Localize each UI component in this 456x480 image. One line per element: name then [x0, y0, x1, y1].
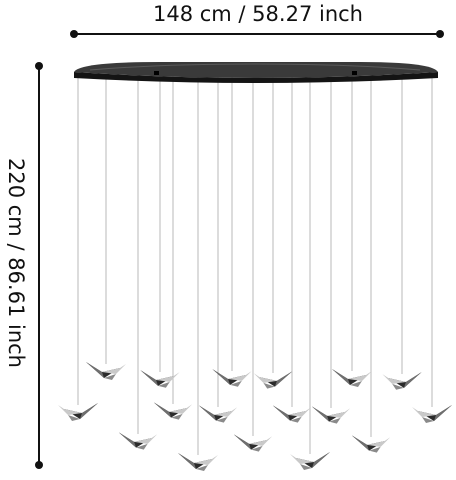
canopy-screw — [352, 71, 357, 75]
bird-belly — [300, 464, 312, 470]
ceiling-canopy — [74, 62, 438, 83]
bird-wing — [80, 403, 98, 419]
dimension-lines — [35, 30, 444, 469]
bird-wing — [312, 452, 330, 468]
bird-wing — [212, 369, 231, 385]
bird-wing — [153, 402, 172, 418]
bird-pendant — [272, 405, 312, 423]
bird-tail — [169, 404, 193, 414]
bird-pendant — [382, 372, 422, 390]
bird-wing — [86, 362, 104, 378]
bird-belly — [158, 381, 170, 388]
height-dimension-end-bottom — [35, 461, 43, 469]
bird-pendant — [212, 369, 252, 387]
bird-belly — [263, 382, 275, 389]
height-dimension-end-top — [35, 62, 43, 70]
bird-pendant — [332, 369, 372, 387]
bird-belly — [216, 416, 228, 423]
bird-wing — [198, 405, 217, 421]
bird-pendant — [118, 432, 158, 450]
bird-tail — [253, 373, 277, 383]
bird-belly — [329, 417, 341, 424]
bird-belly — [422, 417, 434, 423]
bird-pendant — [253, 371, 293, 389]
width-dimension-label: 148 cm / 58.27 inch — [153, 2, 363, 26]
bird-belly — [369, 446, 381, 453]
bird-pendants — [58, 362, 452, 471]
bird-tail — [156, 372, 180, 382]
bird-pendant — [153, 402, 193, 420]
bird-belly — [104, 374, 116, 380]
bird-tail — [288, 407, 312, 417]
bird-belly — [290, 416, 302, 423]
bird-pendant — [86, 362, 126, 380]
bird-wing — [178, 453, 196, 469]
bird-pendant — [311, 406, 351, 424]
canopy-screw — [154, 71, 159, 75]
bird-belly — [392, 383, 404, 390]
bird-tail — [249, 436, 273, 446]
bird-tail — [134, 434, 158, 444]
bird-tail — [290, 454, 314, 464]
bird-pendant — [198, 405, 238, 423]
bird-wing — [272, 405, 291, 421]
height-dimension-label: 220 cm / 86.61 inch — [4, 158, 28, 368]
suspension-wires — [77, 74, 433, 455]
bird-tail — [348, 371, 372, 381]
bird-pendant — [290, 452, 330, 470]
bird-belly — [230, 380, 242, 387]
bird-tail — [194, 455, 218, 465]
bird-wing — [118, 432, 137, 448]
bird-tail — [58, 405, 82, 415]
bird-tail — [214, 407, 238, 417]
bird-pendant — [140, 370, 180, 388]
bird-pendant — [58, 403, 98, 421]
bird-belly — [350, 381, 362, 387]
bird-tail — [412, 407, 436, 417]
bird-tail — [102, 364, 126, 374]
bird-pendant — [178, 453, 218, 471]
bird-tail — [367, 437, 391, 447]
bird-wing — [351, 435, 370, 451]
width-dimension-end-right — [436, 30, 444, 38]
bird-wing — [233, 434, 252, 450]
bird-tail — [327, 408, 351, 418]
bird-wing — [274, 371, 293, 387]
bird-pendant — [351, 435, 391, 453]
bird-pendant — [412, 405, 452, 423]
width-dimension-end-left — [70, 30, 78, 38]
bird-belly — [68, 415, 80, 421]
bird-belly — [196, 465, 208, 471]
bird-belly — [251, 445, 263, 452]
bird-wing — [140, 370, 159, 386]
bird-belly — [171, 413, 183, 420]
bird-pendant — [233, 434, 273, 452]
bird-tail — [228, 371, 252, 381]
bird-wing — [434, 405, 452, 421]
bird-wing — [332, 369, 350, 385]
canopy-edge — [74, 72, 438, 83]
bird-tail — [382, 374, 406, 384]
bird-wing — [403, 372, 422, 388]
bird-belly — [136, 443, 148, 450]
canopy-highlight — [89, 63, 421, 71]
bird-wing — [311, 406, 330, 422]
